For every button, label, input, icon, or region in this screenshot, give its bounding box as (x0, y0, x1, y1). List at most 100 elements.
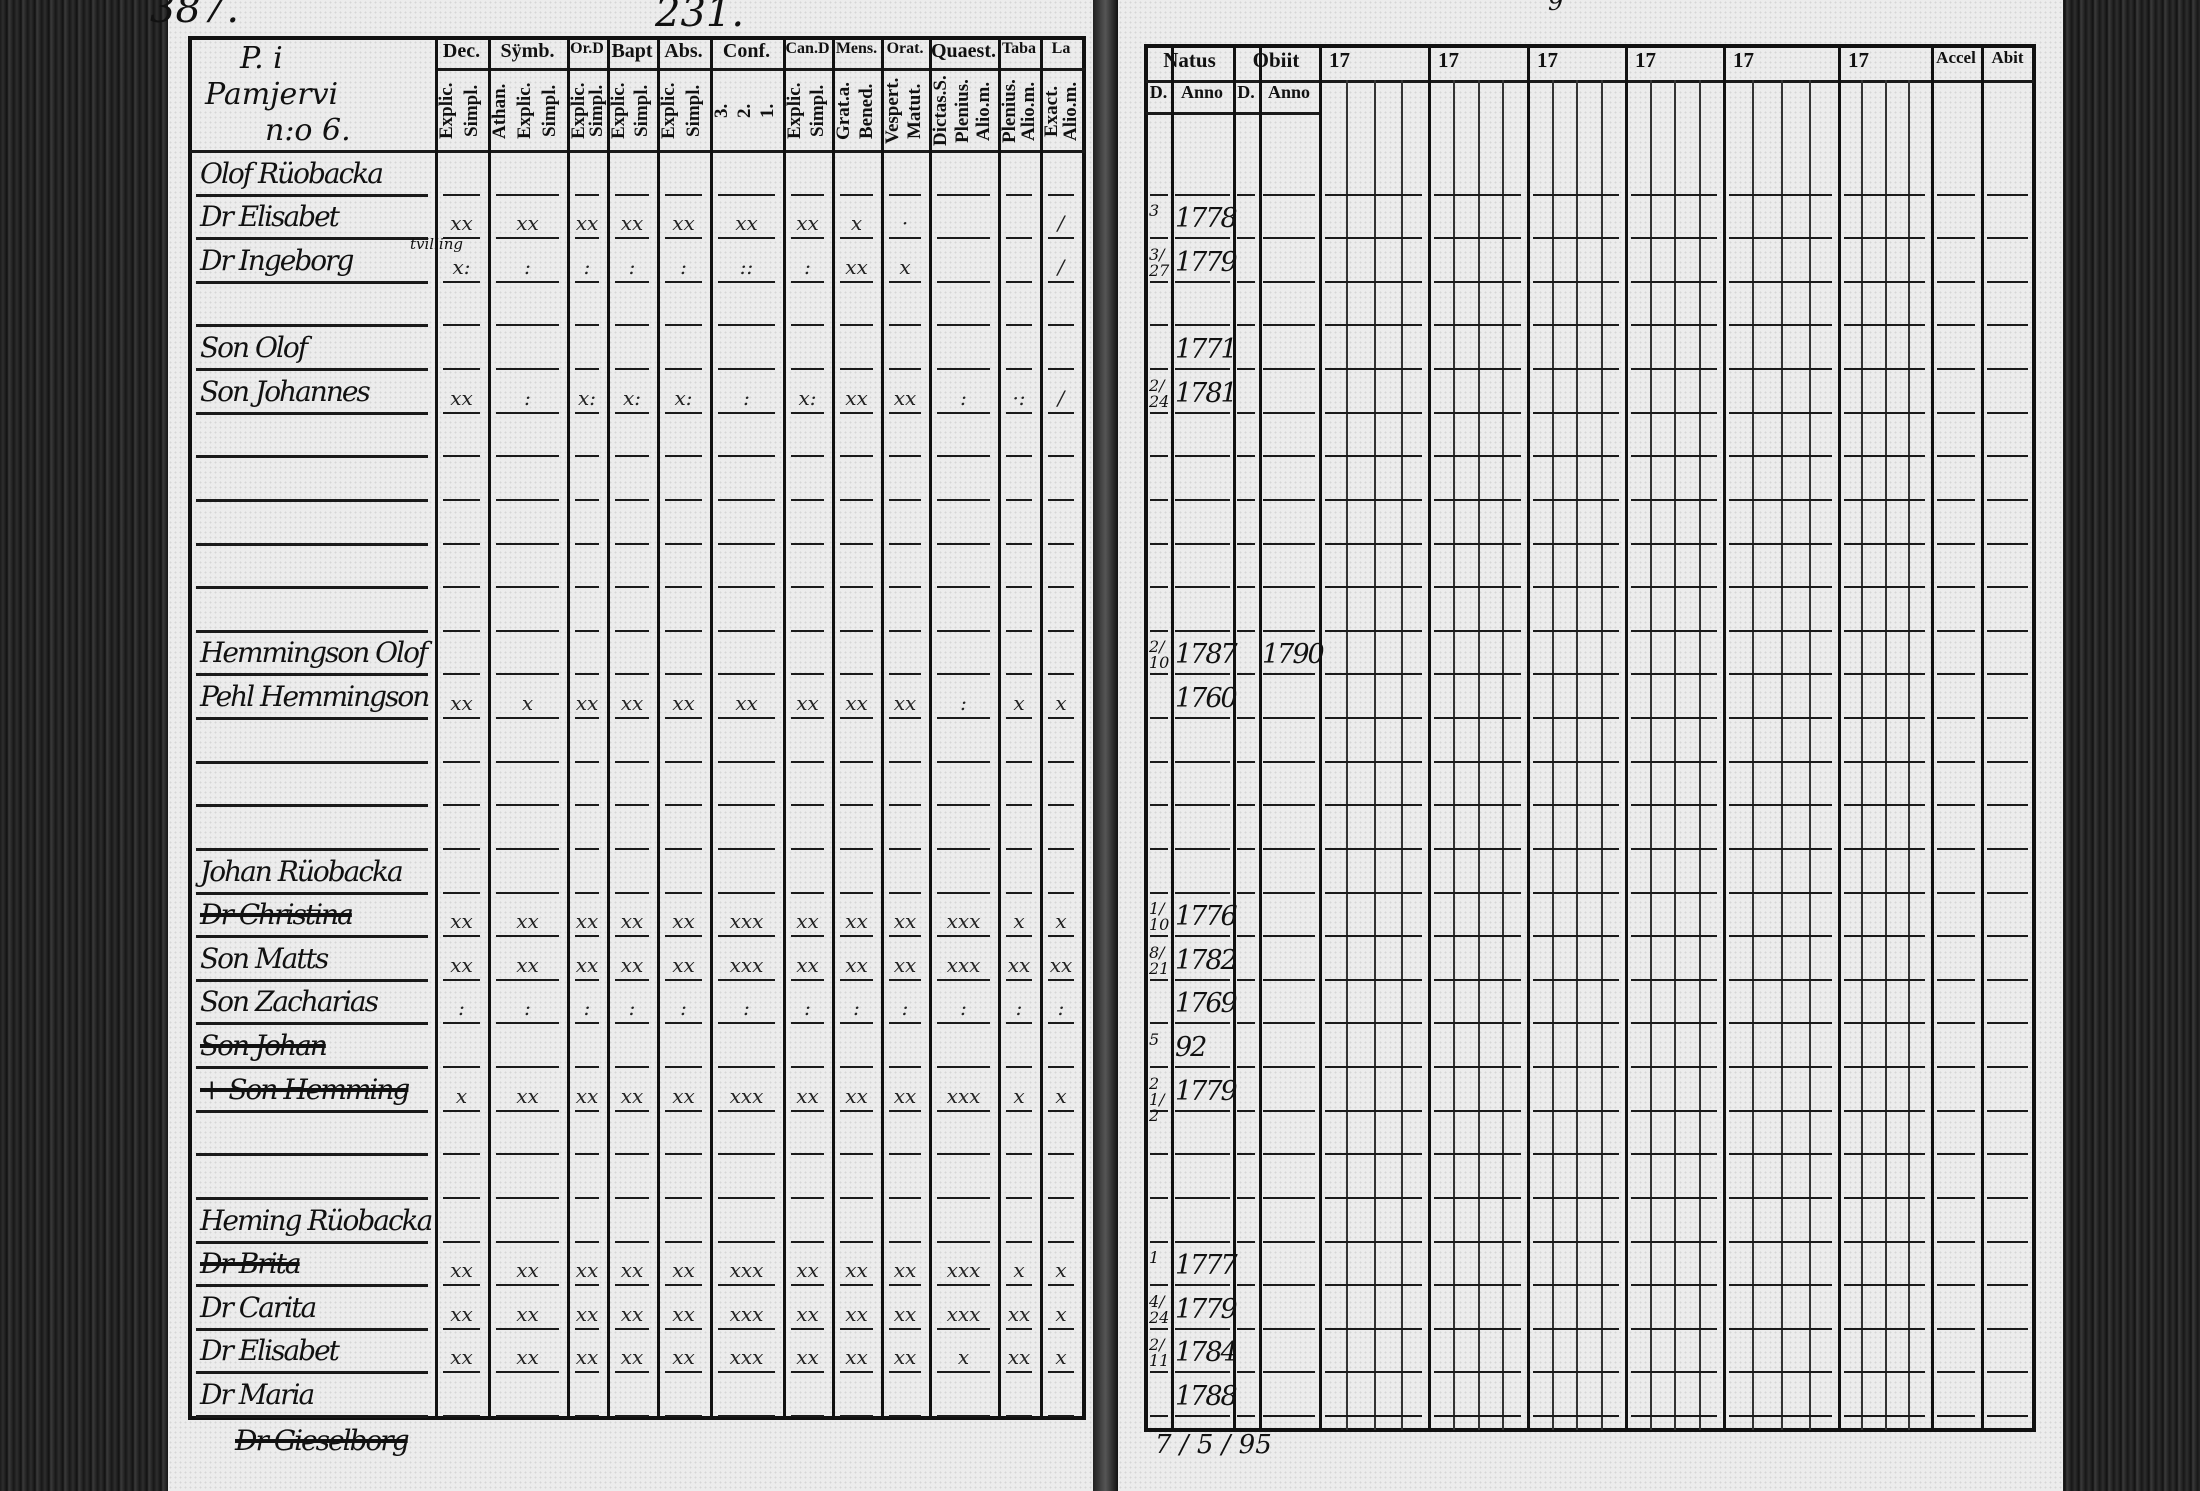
catechism-mark: xx (845, 1258, 868, 1283)
row-rule (937, 891, 990, 894)
row-rule (1325, 1371, 1422, 1374)
row-rule (1844, 237, 1925, 240)
row-rule (718, 1371, 775, 1374)
column-subheader: Simpl. (633, 84, 652, 138)
row-rule (1175, 935, 1230, 938)
row-rule (1325, 1196, 1422, 1199)
column-rule (998, 38, 1001, 1418)
row-rule (840, 935, 873, 938)
row-rule (937, 586, 990, 589)
column-subheader: 2. (736, 103, 755, 119)
row-rule (575, 847, 599, 850)
row-rule (665, 542, 702, 545)
column-subheader: Simpl. (541, 84, 560, 138)
row-rule (840, 717, 873, 720)
catechism-mark: / (1057, 211, 1065, 236)
register-name: Dr Elisabet (200, 200, 340, 234)
row-rule (1175, 498, 1230, 501)
row-rule (1729, 586, 1832, 589)
birth-year: 1779 (1175, 246, 1238, 278)
catechism-mark: xx (845, 909, 868, 934)
row-rule (1729, 673, 1832, 676)
catechism-mark: xx (575, 1345, 599, 1370)
row-rule (575, 498, 599, 501)
row-rule (937, 324, 990, 327)
column-subheader: Explic. (516, 82, 535, 140)
row-rule (1434, 1284, 1521, 1287)
row-rule (1150, 1022, 1168, 1025)
row-rule (496, 760, 559, 763)
header-rule (435, 68, 1085, 71)
catechism-mark: xx (796, 952, 819, 977)
row-rule (1006, 237, 1032, 240)
row-rule (196, 1284, 428, 1288)
catechism-mark: x (455, 1083, 468, 1108)
row-rule (1631, 673, 1717, 676)
row-rule (1263, 891, 1315, 894)
row-rule (1533, 717, 1619, 720)
row-rule (791, 280, 824, 283)
row-rule (1048, 542, 1074, 545)
row-rule (889, 1415, 921, 1417)
row-rule (1048, 368, 1074, 371)
row-rule (937, 1371, 990, 1374)
row-rule (575, 891, 599, 894)
row-rule (196, 1415, 428, 1418)
row-rule (889, 891, 921, 894)
row-rule (1237, 1371, 1255, 1374)
row-rule (665, 237, 702, 240)
catechism-mark: xx (893, 1345, 917, 1370)
register-name: + Son Hemming (200, 1072, 410, 1106)
row-rule (1150, 1240, 1168, 1243)
row-rule (791, 629, 824, 632)
catechism-mark: x: (452, 254, 471, 279)
row-rule (1325, 1415, 1422, 1417)
register-name: Dr Brita (200, 1247, 302, 1281)
row-rule (615, 673, 649, 676)
row-rule (496, 978, 559, 981)
catechism-mark: x (1055, 1258, 1067, 1283)
row-rule (615, 1066, 649, 1069)
catechism-mark: x (1013, 1258, 1025, 1283)
row-rule (1937, 1327, 1975, 1330)
row-rule (1434, 1371, 1521, 1374)
catechism-mark: xx (1007, 1345, 1031, 1370)
row-rule (443, 891, 480, 894)
row-rule (1325, 891, 1422, 894)
row-rule (1175, 804, 1230, 807)
catechism-mark: xx (450, 211, 473, 236)
row-rule (615, 1327, 649, 1330)
row-rule (937, 760, 990, 763)
row-rule (1237, 455, 1255, 458)
row-rule (840, 368, 873, 371)
row-rule (889, 847, 921, 850)
row-rule (840, 1109, 873, 1112)
row-rule (1237, 193, 1255, 196)
row-rule (791, 498, 824, 501)
catechism-mark: : (458, 996, 465, 1021)
row-rule (1237, 1415, 1255, 1417)
row-rule (1048, 673, 1074, 676)
row-rule (1150, 193, 1168, 196)
row-rule (1729, 1109, 1832, 1112)
row-rule (1175, 760, 1230, 763)
catechism-mark: xxx (729, 952, 764, 977)
row-rule (1937, 1066, 1975, 1069)
row-rule (1263, 1284, 1315, 1287)
row-rule (196, 1371, 428, 1375)
row-rule (1631, 804, 1717, 807)
catechism-mark: x (1055, 909, 1067, 934)
row-rule (1987, 717, 2028, 720)
row-rule (1006, 542, 1032, 545)
row-rule (1434, 542, 1521, 545)
row-rule (443, 1022, 480, 1025)
row-rule (575, 586, 599, 589)
catechism-mark: x (1055, 1083, 1067, 1108)
row-rule (1533, 1371, 1619, 1374)
row-rule (665, 1022, 702, 1025)
row-rule (889, 1066, 921, 1069)
row-rule (1844, 1415, 1925, 1417)
row-rule (1987, 1327, 2028, 1330)
row-rule (1237, 717, 1255, 720)
row-rule (1987, 847, 2028, 850)
